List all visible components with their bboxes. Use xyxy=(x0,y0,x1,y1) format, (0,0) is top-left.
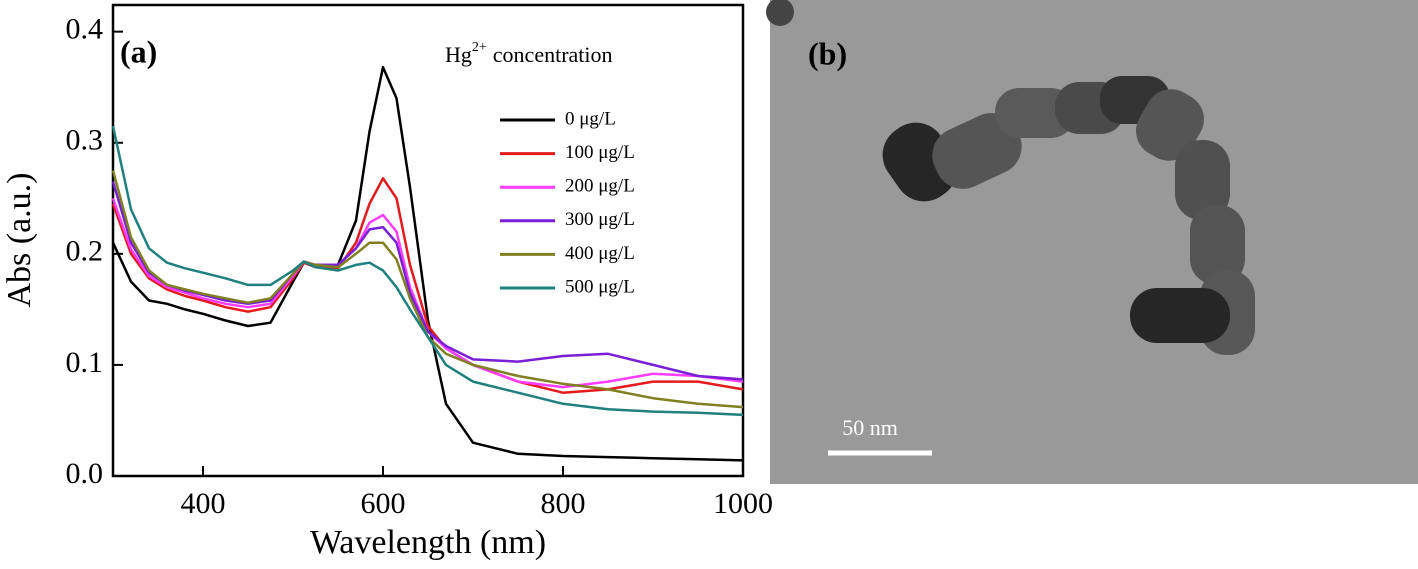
y-axis-label: Abs (a.u.) xyxy=(1,172,38,307)
legend-label: 500 μg/L xyxy=(565,276,635,297)
x-axis-label: Wavelength (nm) xyxy=(310,524,546,561)
x-tick-label: 600 xyxy=(361,487,406,520)
legend-title-base: Hg xyxy=(445,42,472,67)
series-line xyxy=(111,170,744,409)
series-line xyxy=(111,65,744,462)
x-tick-label: 1000 xyxy=(713,487,773,520)
legend-label: 0 μg/L xyxy=(565,108,616,129)
panel-label: (b) xyxy=(808,35,847,71)
legend-label: 300 μg/L xyxy=(565,209,635,230)
series-line xyxy=(111,177,744,394)
series-line xyxy=(111,181,744,381)
legend-label: 100 μg/L xyxy=(565,142,635,163)
series-line xyxy=(111,197,744,389)
panel-label: (a) xyxy=(120,33,157,69)
tem-background xyxy=(770,0,1418,484)
x-tick-label: 400 xyxy=(181,487,226,520)
legend-title-rest: concentration xyxy=(493,42,613,67)
tem-image: 50 nm (b) xyxy=(766,0,1418,484)
x-tick-label: 800 xyxy=(541,487,586,520)
legend-title: Hg2+ concentration xyxy=(445,40,613,67)
y-tick-label: 0.1 xyxy=(66,346,104,379)
y-tick-label: 0.4 xyxy=(66,13,104,46)
series-line xyxy=(111,125,744,417)
y-tick-label: 0.0 xyxy=(66,457,104,490)
nanorod-chain xyxy=(766,0,1255,355)
plot-frame xyxy=(111,3,745,478)
y-tick-label: 0.3 xyxy=(66,124,104,157)
legend-label: 200 μg/L xyxy=(565,176,635,197)
scale-bar-label: 50 nm xyxy=(842,415,898,440)
y-tick-label: 0.2 xyxy=(66,235,104,268)
legend-title-sup: 2+ xyxy=(472,40,487,55)
legend-label: 400 μg/L xyxy=(565,243,635,264)
